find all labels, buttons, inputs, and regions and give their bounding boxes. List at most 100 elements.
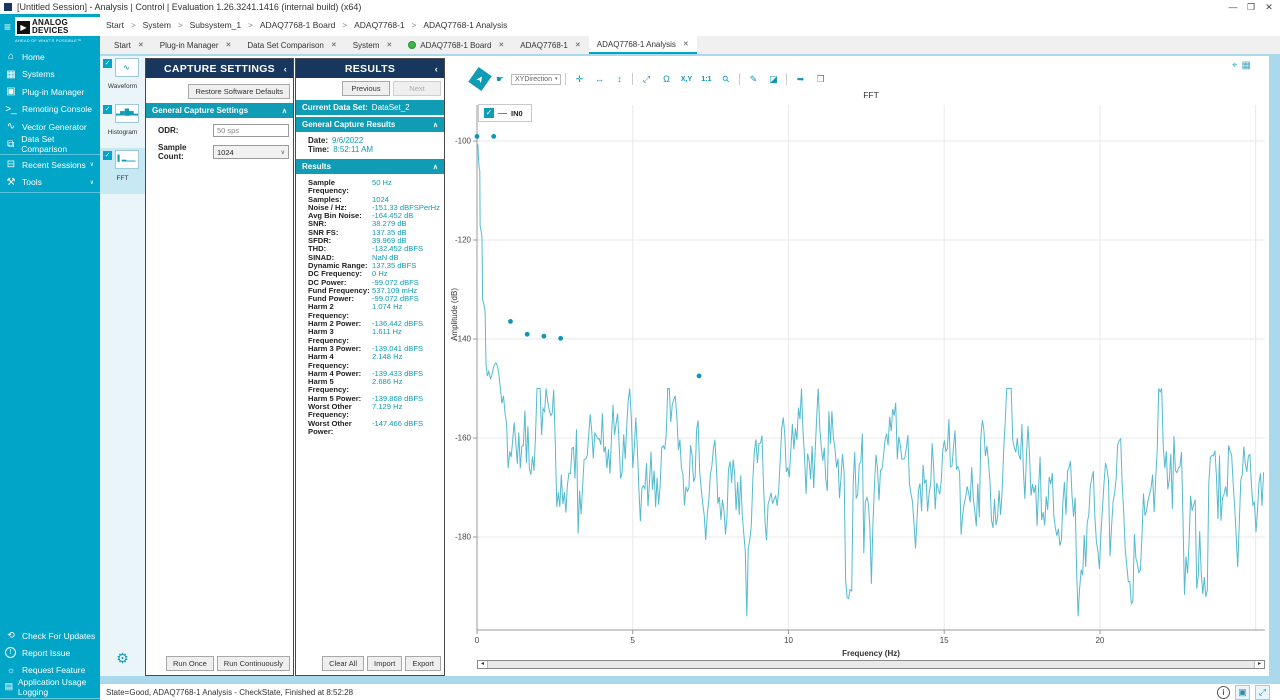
info-icon[interactable]: i (1217, 686, 1230, 699)
export-button[interactable]: Export (405, 656, 441, 671)
fft-plot[interactable]: 0 5 10 15 20 -100 -120 -140 -160 -180 (447, 58, 1267, 658)
collapse-section-icon[interactable]: ∧ (432, 163, 438, 171)
brand-logo: ▶ ANALOG DEVICES (15, 17, 103, 36)
results-title: RESULTS (344, 62, 396, 75)
view-item-histogram[interactable]: ✓ ▂▅█▅▂ Histogram (100, 102, 145, 148)
copy-chart-icon[interactable]: ❐ (816, 73, 825, 84)
clear-all-button[interactable]: Clear All (322, 656, 365, 671)
move-axes-icon[interactable]: ✛ (575, 73, 584, 84)
sidebar-item-recent-sessions[interactable]: ⊟ Recent Sessions ∨ (0, 156, 100, 174)
close-button[interactable]: ✕ (1265, 2, 1273, 12)
scroll-left-icon[interactable]: ◂ (480, 661, 484, 667)
breadcrumb-item[interactable]: System (142, 20, 171, 30)
close-tab-icon[interactable]: ✕ (682, 41, 689, 48)
usage-panel-icon[interactable]: ▣ (1235, 685, 1250, 700)
table-view-icon[interactable]: ▦ (1241, 60, 1251, 71)
import-button[interactable]: Import (367, 656, 403, 671)
legend-checkbox[interactable]: ✓ (484, 108, 494, 118)
hamburger-menu-icon[interactable]: ≡ (4, 20, 12, 34)
sidebar-item-tools[interactable]: ⚒ Tools ∨ (0, 174, 100, 192)
tab-label: Start (114, 40, 131, 50)
collapse-panel-icon[interactable]: ‹ (434, 63, 438, 74)
sidebar-item-data-set-comparison[interactable]: ⧉ Data Set Comparison (0, 134, 100, 154)
result-label: Fund Frequency: (308, 285, 370, 295)
tab-adaq7768-1-analysis[interactable]: ADAQ7768-1 Analysis ✕ (588, 36, 697, 54)
collapse-panel-icon[interactable]: ‹ (283, 63, 287, 74)
content-frame-top (100, 54, 1280, 56)
sidebar-item-systems[interactable]: ▦ Systems (0, 66, 100, 84)
close-tab-icon[interactable]: ✕ (498, 42, 505, 49)
window-controls: — ❐ ✕ (1224, 0, 1278, 14)
sidebar-item-plugin-manager[interactable]: ▣ Plug-in Manager (0, 83, 100, 101)
annotate-pen-icon[interactable]: ✎ (749, 73, 758, 84)
tab-start[interactable]: Start ✕ (106, 36, 152, 54)
collapse-section-icon[interactable]: ∧ (281, 107, 287, 115)
tab-adaq7768-1[interactable]: ADAQ7768-1 ✕ (512, 36, 588, 54)
result-value: -151.33 dBFSPerHz (372, 202, 440, 212)
run-continuously-button[interactable]: Run Continuously (216, 656, 290, 671)
view-checkbox[interactable]: ✓ (103, 151, 112, 160)
resize-grip-icon[interactable]: ⤢ (1255, 685, 1270, 700)
sidebar-item-application-usage-logging[interactable]: ▤ Application Usage Logging (0, 677, 100, 697)
breadcrumb-item[interactable]: ADAQ7768-1 (354, 20, 405, 30)
breadcrumb-item[interactable]: ADAQ7768-1 Board (259, 20, 336, 30)
close-tab-icon[interactable]: ✕ (225, 42, 232, 49)
zoom-xy-icon[interactable]: X,Y (680, 75, 693, 83)
tab-bar: Start ✕ Plug-in Manager ✕ Data Set Compariso… (100, 36, 1280, 55)
recent-sessions-icon: ⊟ (6, 159, 16, 171)
breadcrumb-item[interactable]: ADAQ7768-1 Analysis (423, 20, 508, 30)
pan-hand-icon[interactable]: ☛ (495, 73, 505, 84)
restore-defaults-button[interactable]: Restore Software Defaults (188, 84, 290, 99)
capture-settings-panel: CAPTURE SETTINGS ‹ Restore Software Defa… (145, 58, 294, 676)
view-item-fft[interactable]: ✓ ▌▂▁▁ FFT (100, 148, 145, 194)
zoom-1-1-icon[interactable]: 1:1 (701, 75, 712, 83)
magnet-snap-icon[interactable]: Ω (663, 74, 670, 84)
xy-direction-select[interactable]: XYDirection ▾ (511, 73, 562, 85)
close-tab-icon[interactable]: ✕ (574, 42, 581, 49)
content-frame-right (1269, 54, 1280, 682)
sidebar-item-request-feature[interactable]: ☼ Request Feature (0, 661, 100, 678)
export-data-icon[interactable]: ➥ (796, 73, 805, 84)
breadcrumb-item[interactable]: Start (106, 20, 124, 30)
close-tab-icon[interactable]: ✕ (137, 42, 144, 49)
pan-vertical-icon[interactable]: ↕ (617, 74, 622, 84)
collapse-section-icon[interactable]: ∧ (432, 121, 438, 129)
result-value: -147.466 dBFS (372, 418, 424, 428)
minimize-button[interactable]: — (1228, 2, 1238, 12)
tab-data-set-comparison[interactable]: Data Set Comparison ✕ (239, 36, 344, 54)
breadcrumb-item[interactable]: Subsystem_1 (189, 20, 242, 30)
sidebar-item-home[interactable]: ⌂ Home (0, 48, 100, 66)
tab-plug-in-manager[interactable]: Plug-in Manager ✕ (152, 36, 240, 54)
tab-adaq7768-1-board[interactable]: ADAQ7768-1 Board ✕ (400, 36, 512, 54)
chart-horizontal-scrollbar[interactable]: ◂ ▸ (477, 660, 1265, 669)
main-sidebar: ≡ ▶ ANALOG DEVICES AHEAD OF WHAT'S POSSI… (0, 14, 103, 700)
close-tab-icon[interactable]: ✕ (386, 42, 393, 49)
result-row: SFDR: 39.969 dB (296, 236, 444, 245)
next-button[interactable]: Next (393, 81, 441, 96)
scroll-right-icon[interactable]: ▸ (1257, 661, 1261, 667)
view-checkbox[interactable]: ✓ (103, 105, 112, 114)
result-row: DC Power: -99.072 dBFS (296, 278, 444, 287)
sample-count-select[interactable]: 1024 ∨ (213, 145, 289, 159)
sidebar-item-report-issue[interactable]: ! Report Issue (0, 644, 100, 661)
run-once-button[interactable]: Run Once (166, 656, 214, 671)
log-icon: ▤ (4, 681, 14, 691)
zoom-fit-icon[interactable]: ⤢ (642, 73, 651, 84)
maximize-button[interactable]: ❐ (1246, 2, 1256, 12)
strip-gear-icon[interactable]: ⚙ (116, 650, 129, 666)
time-label: Time: (308, 145, 330, 154)
sidebar-item-remoting-console[interactable]: >_ Remoting Console (0, 101, 100, 119)
tab-system[interactable]: System ✕ (345, 36, 401, 54)
close-tab-icon[interactable]: ✕ (330, 42, 337, 49)
previous-button[interactable]: Previous (342, 81, 390, 96)
sidebar-item-check-for-updates[interactable]: ⟲ Check For Updates (0, 627, 100, 644)
view-checkbox[interactable]: ✓ (103, 59, 112, 68)
current-data-set-value: DataSet_2 (371, 103, 410, 112)
scrollbar-thumb[interactable] (487, 661, 1255, 668)
pin-chart-icon[interactable]: ⌖ (1231, 60, 1238, 71)
view-item-waveform[interactable]: ✓ ∿ Waveform (100, 56, 145, 102)
save-image-icon[interactable]: ◪ (769, 73, 778, 84)
odr-input[interactable]: 50 sps (213, 124, 289, 137)
sidebar-item-vector-generator[interactable]: ∿ Vector Generator (0, 118, 100, 136)
pan-horizontal-icon[interactable]: ↔ (594, 74, 604, 84)
